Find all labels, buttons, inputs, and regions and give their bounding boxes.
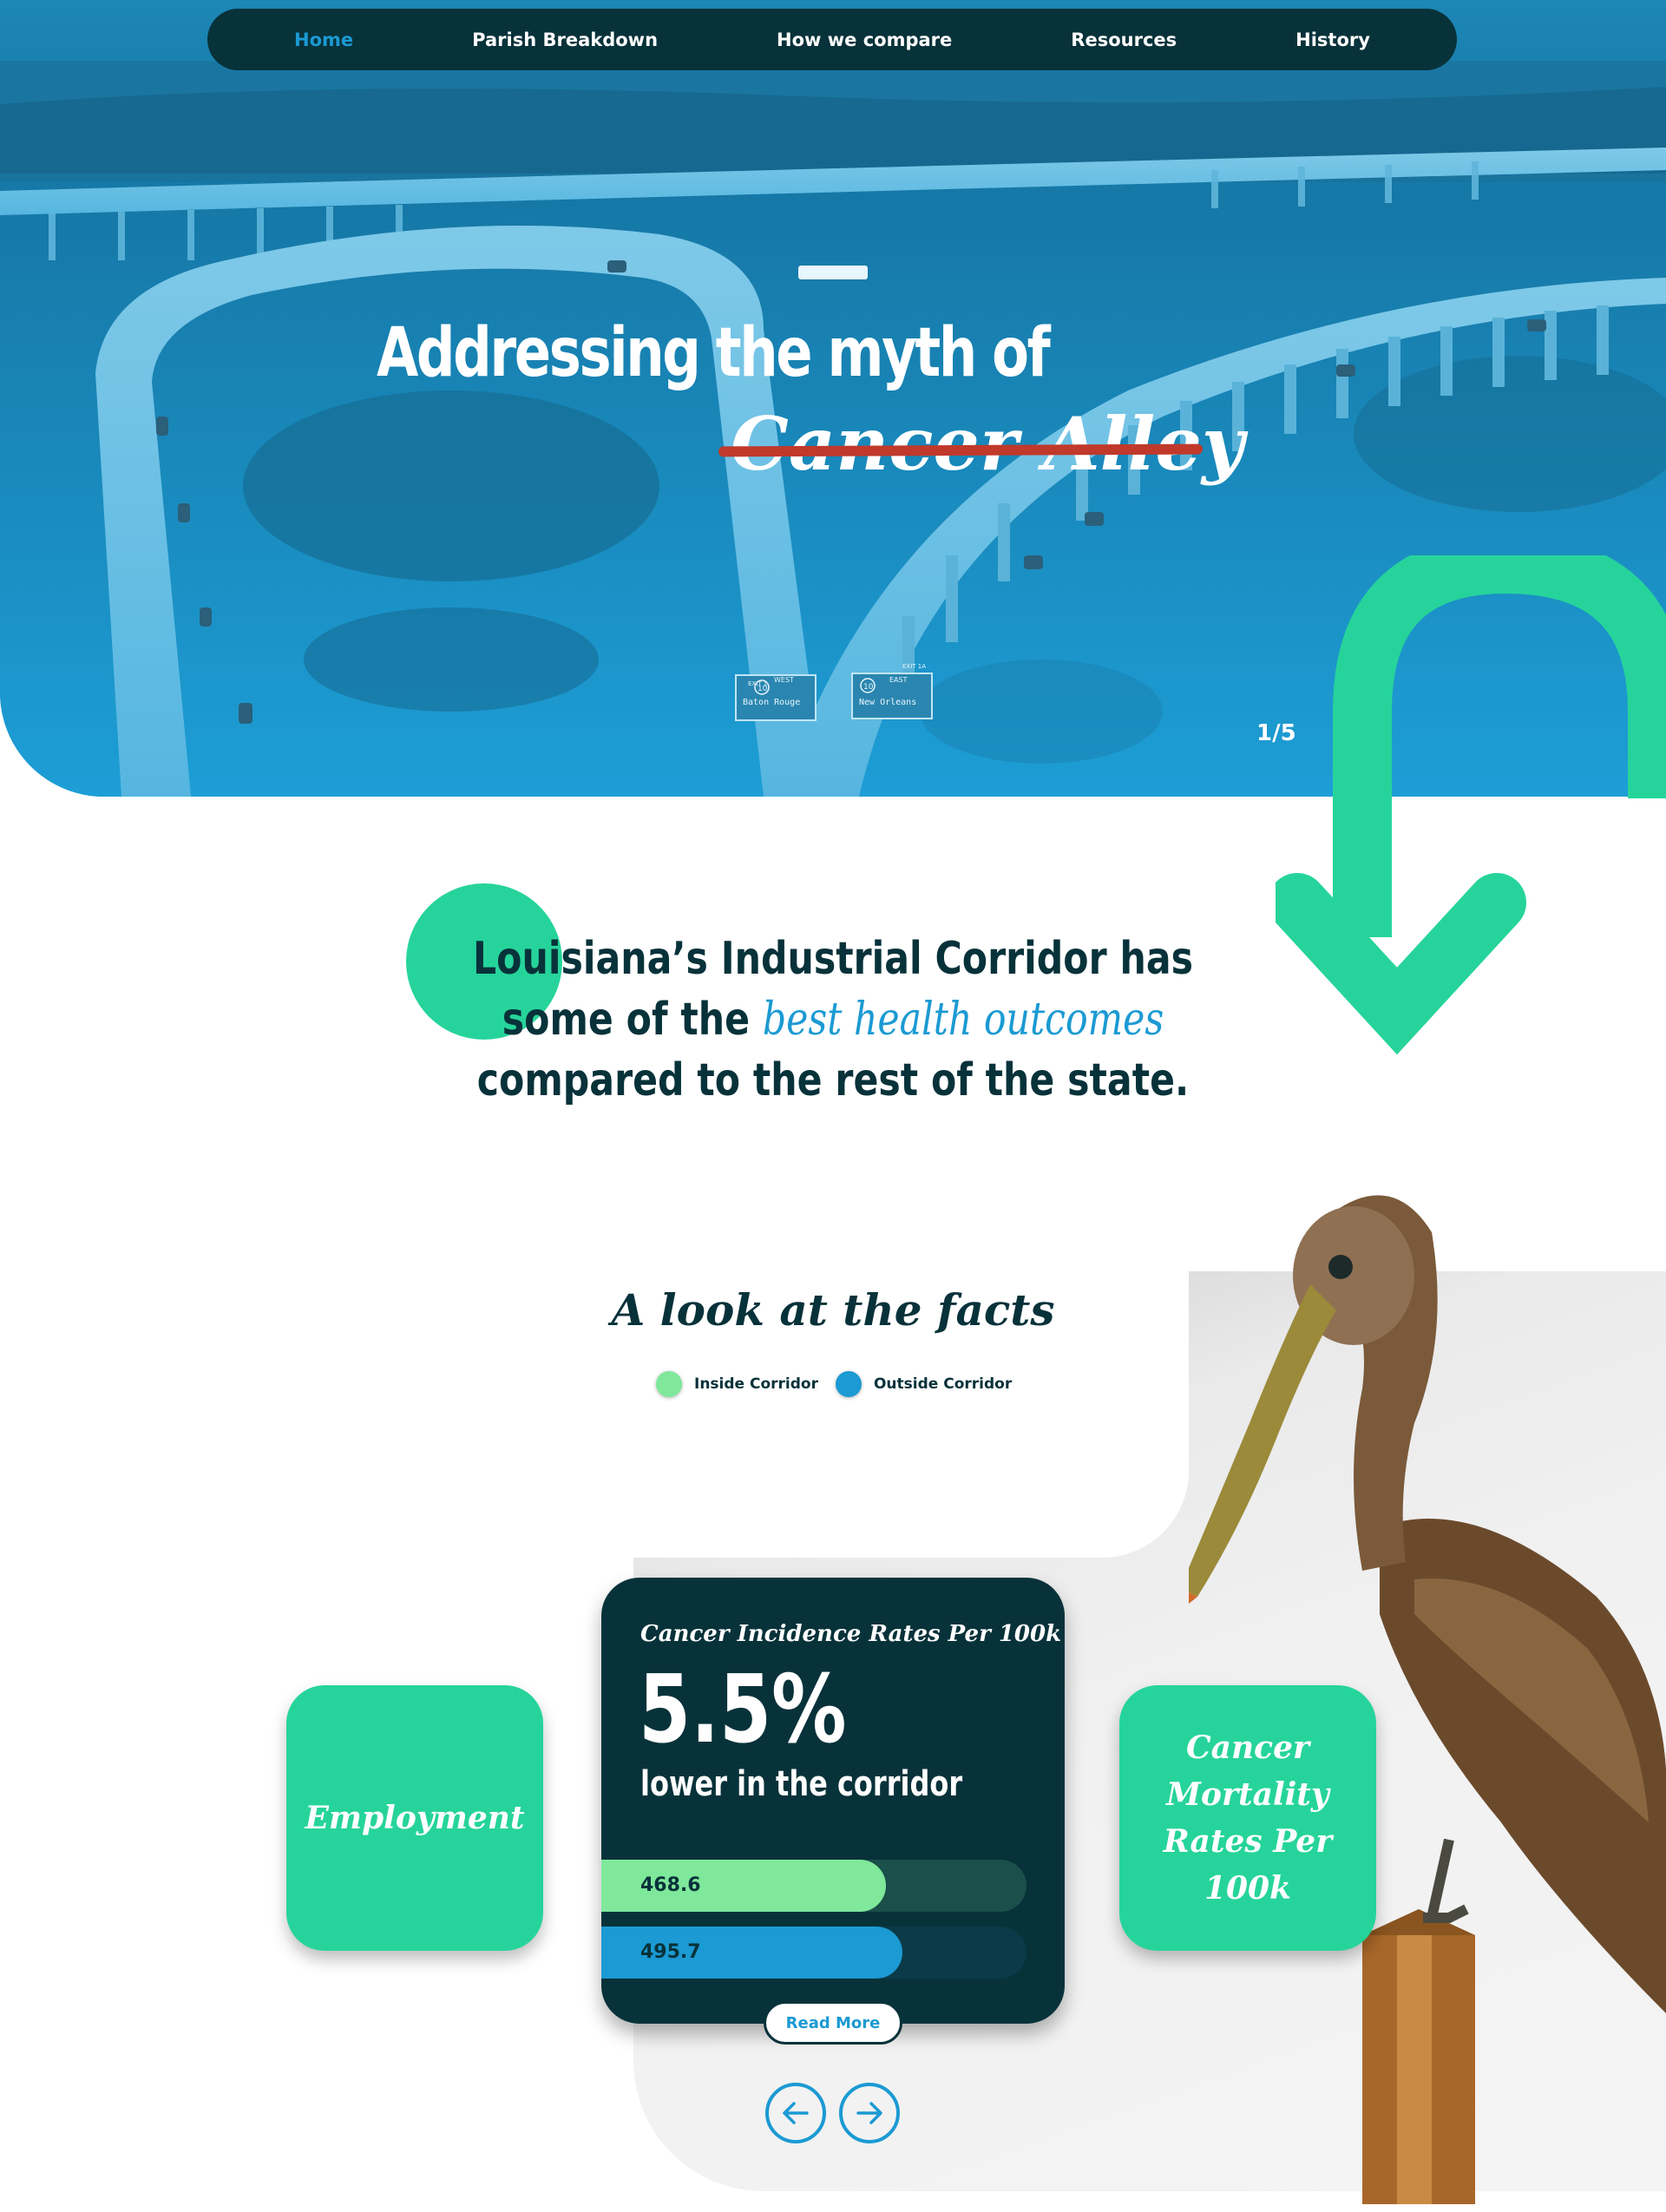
next-button[interactable] bbox=[839, 2083, 900, 2143]
road-sign-west: EXIT 1 10 WEST Baton Rouge bbox=[735, 674, 817, 721]
road-sign-east: EXIT 1A 10 EAST New Orleans bbox=[851, 663, 933, 719]
nav-home[interactable]: Home bbox=[294, 29, 354, 50]
decorative-dot bbox=[406, 883, 562, 1040]
legend-item-inside: Inside Corridor bbox=[656, 1371, 818, 1397]
svg-text:WEST: WEST bbox=[774, 676, 794, 684]
legend-item-outside: Outside Corridor bbox=[835, 1371, 1013, 1397]
svg-text:EAST: EAST bbox=[889, 676, 908, 684]
card-title: Cancer Incidence Rates Per 100k bbox=[640, 1621, 1062, 1647]
cancer-mortality-card[interactable]: Cancer Mortality Rates Per 100k bbox=[1119, 1685, 1376, 1951]
main-navigation: Home Parish Breakdown How we compare Res… bbox=[207, 9, 1457, 70]
svg-text:EXIT 1: EXIT 1 bbox=[748, 680, 767, 687]
hero-banner: EXIT 1 10 WEST Baton Rouge EXIT 1A 10 EA… bbox=[0, 0, 1666, 797]
intro-highlight: best health outcomes bbox=[762, 994, 1164, 1046]
nav-parish-breakdown[interactable]: Parish Breakdown bbox=[472, 29, 659, 50]
facts-title: A look at the facts bbox=[611, 1284, 1055, 1336]
bar-fill-outside bbox=[601, 1926, 902, 1979]
pelican-image bbox=[1189, 1195, 1666, 2204]
intro-line-1: Louisiana’s Industrial Corridor has bbox=[473, 933, 1193, 985]
hero-struck-phrase: Cancer Alley bbox=[731, 401, 1244, 487]
slide-counter: 1/5 bbox=[1256, 720, 1296, 746]
read-more-button[interactable]: Read More bbox=[764, 2001, 902, 2045]
bar-value-outside: 495.7 bbox=[640, 1941, 701, 1963]
legend-swatch-inside bbox=[656, 1371, 682, 1397]
nav-how-we-compare[interactable]: How we compare bbox=[777, 29, 953, 50]
bar-value-inside: 468.6 bbox=[640, 1874, 701, 1896]
legend-label-inside: Inside Corridor bbox=[694, 1375, 818, 1393]
card-stat: 5.5% bbox=[639, 1656, 847, 1764]
arrow-left-icon bbox=[783, 2102, 809, 2124]
cancer-incidence-card: Cancer Incidence Rates Per 100k 5.5% low… bbox=[601, 1578, 1065, 2045]
legend-swatch-outside bbox=[835, 1371, 862, 1397]
intro-statement: Louisiana’s Industrial Corridor has some… bbox=[373, 929, 1293, 1111]
hero-title: Addressing the myth of bbox=[377, 314, 1051, 392]
curved-arrow-down-icon bbox=[1276, 555, 1666, 1055]
legend: Inside Corridor Outside Corridor bbox=[656, 1371, 1012, 1397]
svg-text:New Orleans: New Orleans bbox=[859, 698, 916, 707]
bar-track-inside: 468.6 bbox=[601, 1860, 1026, 1912]
svg-text:10: 10 bbox=[758, 685, 768, 693]
legend-label-outside: Outside Corridor bbox=[873, 1375, 1013, 1393]
arrow-right-icon bbox=[856, 2102, 882, 2124]
svg-text:EXIT 1A: EXIT 1A bbox=[902, 663, 926, 670]
previous-button[interactable] bbox=[765, 2083, 826, 2143]
svg-text:10: 10 bbox=[863, 683, 874, 692]
panel-cutout bbox=[633, 1271, 1189, 1558]
highway-aerial-image: EXIT 1 10 WEST Baton Rouge EXIT 1A 10 EA… bbox=[0, 0, 1666, 797]
intro-line-2: some of the best health outcomes bbox=[456, 989, 1210, 1050]
card-subtitle: lower in the corridor bbox=[640, 1764, 963, 1804]
nav-history[interactable]: History bbox=[1295, 29, 1370, 50]
bar-track-outside: 495.7 bbox=[601, 1926, 1026, 1979]
intro-line-2-text: some of the bbox=[502, 994, 763, 1046]
intro-line-3: compared to the rest of the state. bbox=[476, 1054, 1190, 1106]
nav-resources[interactable]: Resources bbox=[1071, 29, 1177, 50]
employment-card[interactable]: Employment bbox=[286, 1685, 543, 1951]
svg-text:Baton Rouge: Baton Rouge bbox=[743, 698, 800, 707]
bar-fill-inside bbox=[601, 1860, 886, 1912]
